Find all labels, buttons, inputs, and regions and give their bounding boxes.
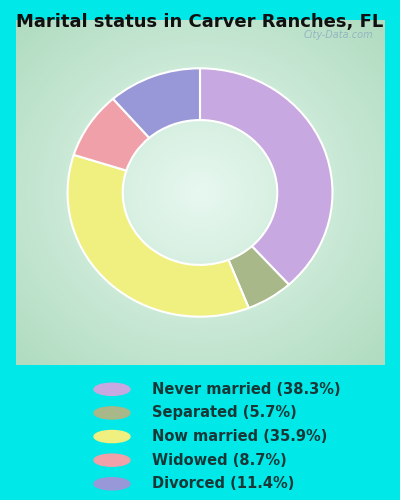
Circle shape	[94, 454, 130, 466]
Wedge shape	[113, 68, 200, 138]
Text: Separated (5.7%): Separated (5.7%)	[152, 406, 297, 420]
Wedge shape	[74, 99, 149, 170]
Circle shape	[94, 407, 130, 419]
Text: Divorced (11.4%): Divorced (11.4%)	[152, 476, 294, 492]
Text: City-Data.com: City-Data.com	[303, 30, 373, 40]
Circle shape	[94, 430, 130, 442]
Wedge shape	[200, 68, 332, 284]
Wedge shape	[228, 246, 289, 308]
Circle shape	[94, 478, 130, 490]
Text: Marital status in Carver Ranches, FL: Marital status in Carver Ranches, FL	[16, 12, 384, 30]
Text: Widowed (8.7%): Widowed (8.7%)	[152, 452, 287, 468]
Wedge shape	[68, 155, 249, 316]
Text: Never married (38.3%): Never married (38.3%)	[152, 382, 341, 397]
Text: Now married (35.9%): Now married (35.9%)	[152, 429, 327, 444]
Circle shape	[94, 383, 130, 396]
